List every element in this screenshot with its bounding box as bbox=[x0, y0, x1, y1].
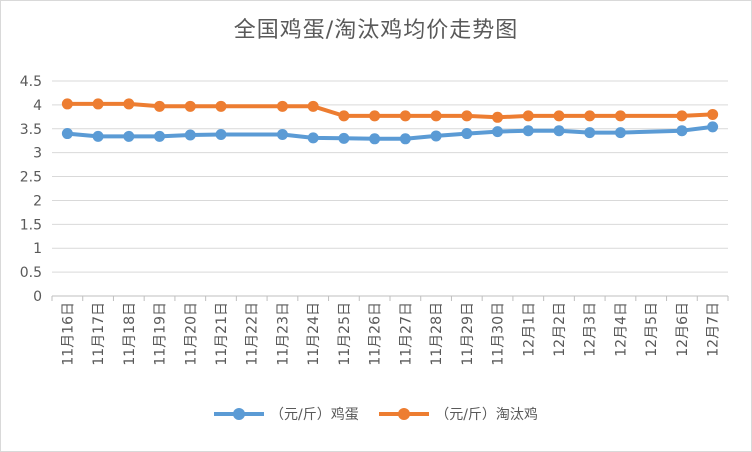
y-tick-label: 3.5 bbox=[20, 122, 42, 138]
x-tick-label: 12月3日 bbox=[583, 302, 599, 357]
data-point-0 bbox=[92, 130, 104, 142]
data-point-1 bbox=[123, 98, 135, 110]
x-tick-label: 12月4日 bbox=[613, 302, 629, 357]
x-tick-label: 11月27日 bbox=[398, 302, 414, 366]
data-point-0 bbox=[123, 130, 135, 142]
data-point-1 bbox=[584, 110, 596, 122]
y-tick-label: 0 bbox=[33, 289, 42, 305]
data-point-1 bbox=[614, 110, 626, 122]
x-axis: 11月16日 11月17日 11月18日 11月19日 11月20日 11月21日 11月2… bbox=[51, 296, 729, 366]
data-point-0 bbox=[307, 132, 319, 144]
data-point-0 bbox=[553, 125, 565, 137]
x-tick-label: 11月29日 bbox=[460, 302, 476, 366]
y-tick-label: 1 bbox=[33, 241, 42, 257]
x-tick-label: 11月25日 bbox=[337, 302, 353, 366]
data-point-1 bbox=[369, 110, 381, 122]
data-point-0 bbox=[61, 128, 73, 140]
y-tick-label: 2 bbox=[33, 193, 42, 209]
data-point-1 bbox=[215, 100, 227, 112]
x-tick-label: 11月23日 bbox=[275, 302, 291, 366]
y-tick-label: 4.5 bbox=[20, 74, 42, 90]
legend-item-egg: （元/斤）鸡蛋 bbox=[214, 404, 359, 424]
gridlines bbox=[52, 80, 728, 297]
x-tick-label: 11月24日 bbox=[306, 302, 322, 366]
x-tick-label: 11月17日 bbox=[91, 302, 107, 366]
x-tick-label: 12月5日 bbox=[644, 302, 660, 357]
data-point-1 bbox=[338, 110, 350, 122]
x-tick-label: 11月26日 bbox=[368, 302, 384, 366]
x-tick-label: 12月6日 bbox=[675, 302, 691, 357]
data-point-0 bbox=[430, 130, 442, 142]
x-tick-label: 12月2日 bbox=[552, 302, 568, 357]
x-tick-label: 11月18日 bbox=[122, 302, 138, 366]
y-axis: 0 0.5 1 1.5 2 2.5 3 3.5 4 4.5 bbox=[20, 74, 42, 305]
y-tick-label: 4 bbox=[33, 98, 42, 114]
data-point-0 bbox=[614, 127, 626, 139]
data-point-0 bbox=[184, 129, 196, 141]
data-point-0 bbox=[492, 126, 504, 138]
data-point-0 bbox=[399, 133, 411, 145]
data-point-1 bbox=[399, 110, 411, 122]
data-point-0 bbox=[461, 128, 473, 140]
data-point-1 bbox=[676, 110, 688, 122]
y-tick-label: 1.5 bbox=[20, 217, 42, 233]
data-point-1 bbox=[553, 110, 565, 122]
x-tick-label: 11月16日 bbox=[60, 302, 76, 366]
x-tick-label: 11月20日 bbox=[183, 302, 199, 366]
legend-label-egg: （元/斤）鸡蛋 bbox=[270, 407, 359, 423]
x-tick-label: 11月19日 bbox=[153, 302, 169, 366]
data-point-1 bbox=[430, 110, 442, 122]
data-point-0 bbox=[369, 133, 381, 145]
legend: （元/斤）鸡蛋 （元/斤）淘汰鸡 bbox=[0, 404, 752, 428]
data-point-0 bbox=[584, 127, 596, 139]
y-tick-label: 0.5 bbox=[20, 265, 42, 281]
x-tick-label: 11月21日 bbox=[214, 302, 230, 366]
data-point-0 bbox=[522, 125, 534, 137]
data-point-0 bbox=[338, 132, 350, 144]
legend-label-culled-hen: （元/斤）淘汰鸡 bbox=[435, 407, 538, 423]
data-point-1 bbox=[307, 100, 319, 112]
data-point-0 bbox=[676, 125, 688, 137]
y-tick-label: 2.5 bbox=[20, 170, 42, 186]
data-point-1 bbox=[276, 100, 288, 112]
data-point-1 bbox=[154, 100, 166, 112]
x-tick-label: 11月22日 bbox=[245, 302, 261, 366]
data-point-1 bbox=[492, 111, 504, 123]
legend-item-culled-hen: （元/斤）淘汰鸡 bbox=[379, 404, 538, 424]
data-point-0 bbox=[276, 129, 288, 141]
legend-swatch-egg bbox=[214, 404, 265, 424]
data-point-1 bbox=[461, 110, 473, 122]
data-point-0 bbox=[215, 129, 227, 141]
data-point-1 bbox=[707, 108, 719, 120]
y-tick-label: 3 bbox=[33, 146, 42, 162]
legend-swatch-culled-hen bbox=[379, 404, 430, 424]
data-point-1 bbox=[522, 110, 534, 122]
data-point-1 bbox=[92, 98, 104, 110]
x-tick-label: 11月30日 bbox=[491, 302, 507, 366]
series-lines bbox=[61, 98, 719, 145]
data-point-0 bbox=[707, 121, 719, 133]
data-point-1 bbox=[184, 100, 196, 112]
x-tick-label: 11月28日 bbox=[429, 302, 445, 366]
data-point-0 bbox=[154, 130, 166, 142]
x-tick-label: 12月7日 bbox=[706, 302, 722, 357]
data-point-1 bbox=[61, 98, 73, 110]
chart-title: 全国鸡蛋/淘汰鸡均价走势图 bbox=[233, 18, 519, 43]
x-tick-label: 12月1日 bbox=[521, 302, 537, 357]
